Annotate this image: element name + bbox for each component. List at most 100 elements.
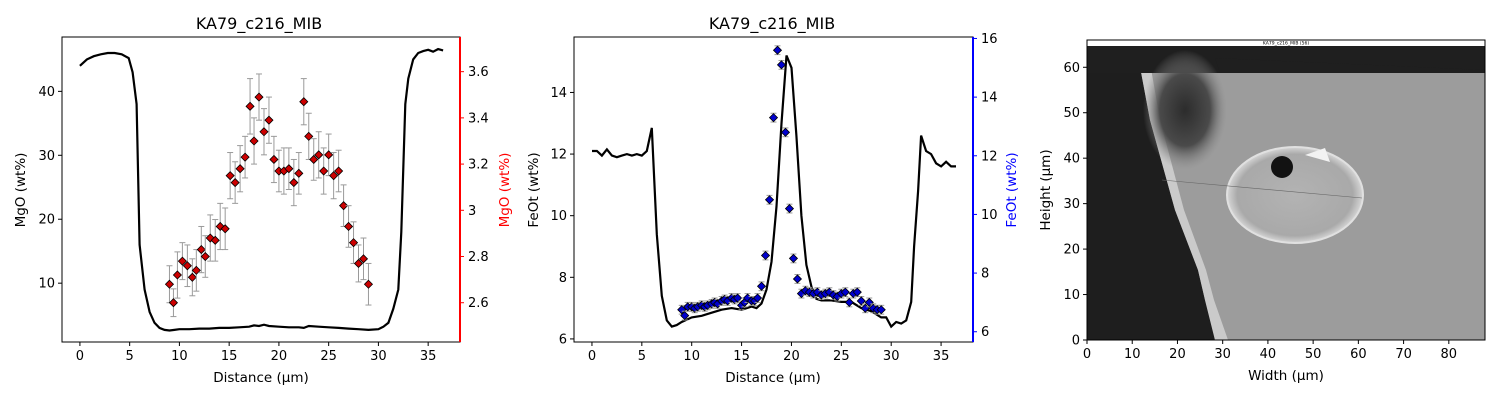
y-tick-label-right: 3.2 xyxy=(468,158,489,173)
data-point xyxy=(784,203,795,214)
y-tick-label-right: 8 xyxy=(981,267,989,282)
y-tick-label-right: 3 xyxy=(468,204,476,219)
x-tick-label: 25 xyxy=(320,349,337,364)
data-point xyxy=(299,97,309,107)
y-tick-label-right: 16 xyxy=(981,32,998,47)
data-point xyxy=(339,201,349,211)
y-tick-label: 10 xyxy=(1063,288,1080,303)
data-point xyxy=(314,150,324,160)
data-point xyxy=(358,254,369,264)
data-point xyxy=(329,171,339,181)
data-point xyxy=(168,298,179,308)
y-tick-label: 30 xyxy=(1063,197,1080,212)
data-point xyxy=(182,261,192,271)
y-axis-label-right: MgO (wt%) xyxy=(497,153,513,228)
data-point xyxy=(215,221,225,232)
y-axis-label: Height (µm) xyxy=(1038,149,1054,230)
x-tick-label: 15 xyxy=(221,349,238,364)
y-tick-label-right: 3.4 xyxy=(468,111,489,126)
x-tick-label: 35 xyxy=(420,349,437,364)
data-point xyxy=(210,235,220,245)
data-point xyxy=(343,221,354,232)
data-point xyxy=(764,195,775,205)
y-tick-label-left: 40 xyxy=(38,85,55,100)
data-point xyxy=(348,238,359,248)
x-tick-label: 80 xyxy=(1441,347,1458,362)
chart-title: KA79_c216_MIB xyxy=(196,14,322,34)
data-point xyxy=(353,258,364,269)
data-point xyxy=(230,178,240,188)
data-point xyxy=(768,113,779,123)
y-tick-label: 20 xyxy=(1063,243,1080,258)
data-point xyxy=(733,293,743,303)
data-point xyxy=(259,127,269,137)
x-tick-label: 30 xyxy=(370,349,387,364)
data-point xyxy=(760,250,771,261)
data-point xyxy=(172,270,182,280)
x-tick-label: 70 xyxy=(1395,347,1412,362)
x-tick-label: 0 xyxy=(588,349,596,364)
x-tick-label: 20 xyxy=(783,349,800,364)
data-point xyxy=(187,272,197,282)
profile-line xyxy=(79,47,444,332)
data-point xyxy=(856,296,866,306)
data-point xyxy=(772,45,783,55)
x-tick-label: 20 xyxy=(271,349,288,364)
data-point xyxy=(177,256,187,266)
y-tick-label-right: 14 xyxy=(981,91,998,106)
panel-feot: KA79_c216_MIB 0 5 10 15 20 25 30 35 6 8 10 12 14 6 8 10… xyxy=(526,14,1020,386)
data-point xyxy=(235,164,245,174)
x-tick-label: 15 xyxy=(733,349,750,364)
y-tick-label: 40 xyxy=(1063,152,1080,167)
y-tick-label: 50 xyxy=(1063,106,1080,121)
data-point xyxy=(249,136,259,146)
plot-frame xyxy=(1086,39,1486,341)
x-axis-label: Distance (µm) xyxy=(213,370,309,386)
y-tick-label-right: 10 xyxy=(981,208,998,223)
data-point xyxy=(269,154,279,165)
y-tick-label-left: 6 xyxy=(559,332,567,347)
x-axis-label: Distance (µm) xyxy=(725,370,821,386)
data-point xyxy=(284,164,294,174)
x-tick-label: 60 xyxy=(1350,347,1367,362)
chart-title: KA79_c216_MIB xyxy=(709,14,835,34)
profile-line xyxy=(592,55,956,329)
x-tick-label: 35 xyxy=(933,349,950,364)
data-point xyxy=(876,305,886,315)
data-point xyxy=(309,154,319,165)
data-point xyxy=(205,233,215,243)
data-point xyxy=(752,293,763,303)
data-point xyxy=(363,279,374,289)
x-tick-label: 30 xyxy=(883,349,900,364)
data-point xyxy=(334,166,344,176)
sem-caption: KA79_c216_MIB (56) xyxy=(1263,41,1309,47)
x-tick-label: 10 xyxy=(683,349,700,364)
y-tick-label-left: 20 xyxy=(38,213,55,228)
y-axis-label-left: FeOt (wt%) xyxy=(526,152,542,227)
plot-frame xyxy=(573,36,974,343)
data-point xyxy=(254,92,264,102)
panel-mgo: KA79_c216_MIB 0 5 10 15 20 25 30 35 10 20 30 40 2.6 2… xyxy=(13,14,513,386)
panel-sem-image: KA79_c216_MIB (56) 0 10 20 30 40 50 60 70 80 0 10 2… xyxy=(1038,39,1486,384)
y-tick-label-right: 2.8 xyxy=(468,250,489,265)
x-tick-label: 10 xyxy=(1124,347,1141,362)
y-tick-label-left: 10 xyxy=(550,209,567,224)
y-tick-label-left: 10 xyxy=(38,277,55,292)
data-point xyxy=(200,251,210,262)
data-point xyxy=(677,305,687,315)
x-tick-label: 0 xyxy=(1083,347,1091,362)
x-tick-label: 30 xyxy=(1214,347,1231,362)
x-tick-label: 10 xyxy=(171,349,188,364)
data-point xyxy=(264,115,274,125)
y-tick-label: 0 xyxy=(1072,334,1080,349)
x-tick-label: 20 xyxy=(1169,347,1186,362)
data-point xyxy=(852,287,862,297)
data-point xyxy=(294,168,304,178)
y-axis-label-right: FeOt (wt%) xyxy=(1004,152,1020,227)
y-tick-label-left: 12 xyxy=(550,148,567,163)
data-point xyxy=(289,178,299,188)
data-point xyxy=(792,274,803,284)
data-point xyxy=(864,297,874,307)
data-point xyxy=(240,152,250,162)
